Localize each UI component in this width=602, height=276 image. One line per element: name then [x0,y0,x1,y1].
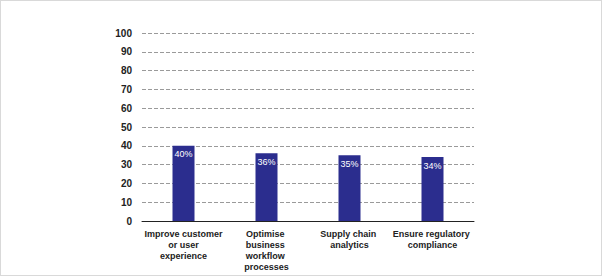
svg-text:35%: 35% [340,159,358,169]
svg-text:60: 60 [121,103,133,114]
svg-text:50: 50 [121,122,133,133]
svg-text:40%: 40% [174,149,192,159]
svg-text:90: 90 [121,46,133,57]
svg-text:workflow: workflow [245,251,288,261]
svg-text:34%: 34% [423,161,441,171]
svg-text:analytics: analytics [330,240,369,250]
svg-text:80: 80 [121,65,133,76]
svg-text:Supply chain: Supply chain [320,229,379,239]
svg-text:0: 0 [126,216,132,227]
svg-text:compliance: compliance [408,240,458,250]
svg-text:Improve customer: Improve customer [144,229,223,239]
svg-text:100: 100 [115,28,132,39]
svg-text:Ensure regulatory: Ensure regulatory [393,229,473,239]
svg-text:business: business [246,240,288,250]
svg-text:experience: experience [160,251,207,261]
svg-text:or user: or user [166,240,202,250]
svg-text:40: 40 [121,140,133,151]
svg-text:36%: 36% [257,157,275,167]
svg-text:20: 20 [121,178,133,189]
svg-text:processes: processes [244,262,289,272]
svg-text:30: 30 [121,159,133,170]
svg-text:10: 10 [121,197,133,208]
svg-text:70: 70 [121,84,133,95]
svg-text:Optimise: Optimise [246,229,287,239]
